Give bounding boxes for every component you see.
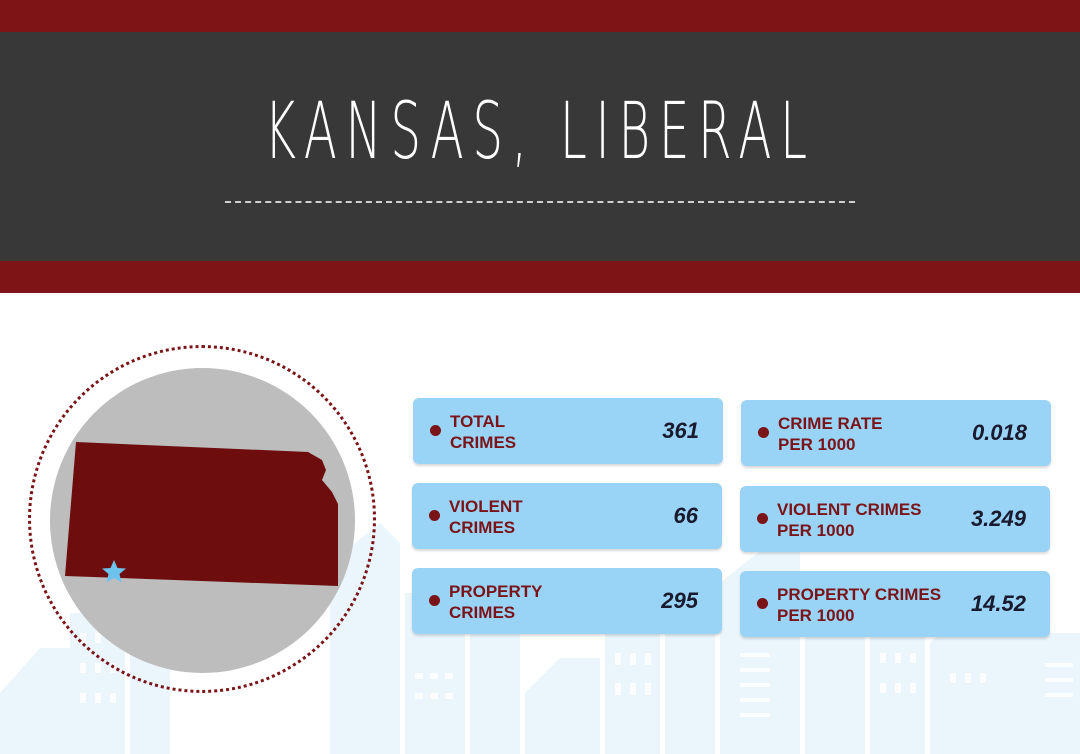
stat-card-violent-crime-rate: VIOLENT CRIMES PER 1000 3.249 — [740, 486, 1050, 552]
stat-value: 361 — [662, 418, 699, 443]
stat-value: 295 — [661, 588, 698, 613]
map-circle-ring — [28, 345, 376, 693]
stat-value: 66 — [673, 503, 698, 528]
stat-label: PROPERTY CRIMES PER 1000 — [777, 585, 942, 625]
stat-card-property-crime-rate: PROPERTY CRIMES PER 1000 14.52 — [740, 571, 1050, 637]
stat-label: VIOLENT CRIMES — [449, 497, 523, 537]
kansas-state-shape — [65, 442, 338, 586]
bullet-icon — [757, 598, 768, 609]
page-title: KANSAS, LIBERAL — [264, 87, 816, 177]
title-divider — [225, 201, 855, 203]
bullet-icon — [430, 425, 441, 436]
kansas-map — [65, 442, 338, 586]
stat-card-violent-crimes: VIOLENT CRIMES 66 — [412, 483, 722, 549]
stat-label: VIOLENT CRIMES PER 1000 — [777, 500, 922, 540]
bullet-icon — [429, 595, 440, 606]
stat-value: 0.018 — [971, 420, 1027, 445]
stat-label: CRIME RATE PER 1000 — [778, 414, 883, 454]
stat-label: PROPERTY CRIMES — [449, 582, 543, 622]
header-top-stripe — [0, 0, 1080, 32]
header-bottom-stripe — [0, 261, 1080, 293]
stat-card-total-crimes: TOTAL CRIMES 361 — [413, 398, 723, 464]
stat-value: 3.249 — [970, 506, 1026, 531]
bullet-icon — [429, 510, 440, 521]
header-band — [0, 32, 1080, 261]
stat-value: 14.52 — [970, 591, 1026, 616]
stat-card-property-crimes: PROPERTY CRIMES 295 — [412, 568, 722, 634]
stat-label: TOTAL CRIMES — [450, 412, 517, 452]
stat-card-crime-rate: CRIME RATE PER 1000 0.018 — [741, 400, 1051, 466]
bullet-icon — [757, 513, 768, 524]
star-icon — [102, 560, 126, 583]
bullet-icon — [758, 427, 769, 438]
